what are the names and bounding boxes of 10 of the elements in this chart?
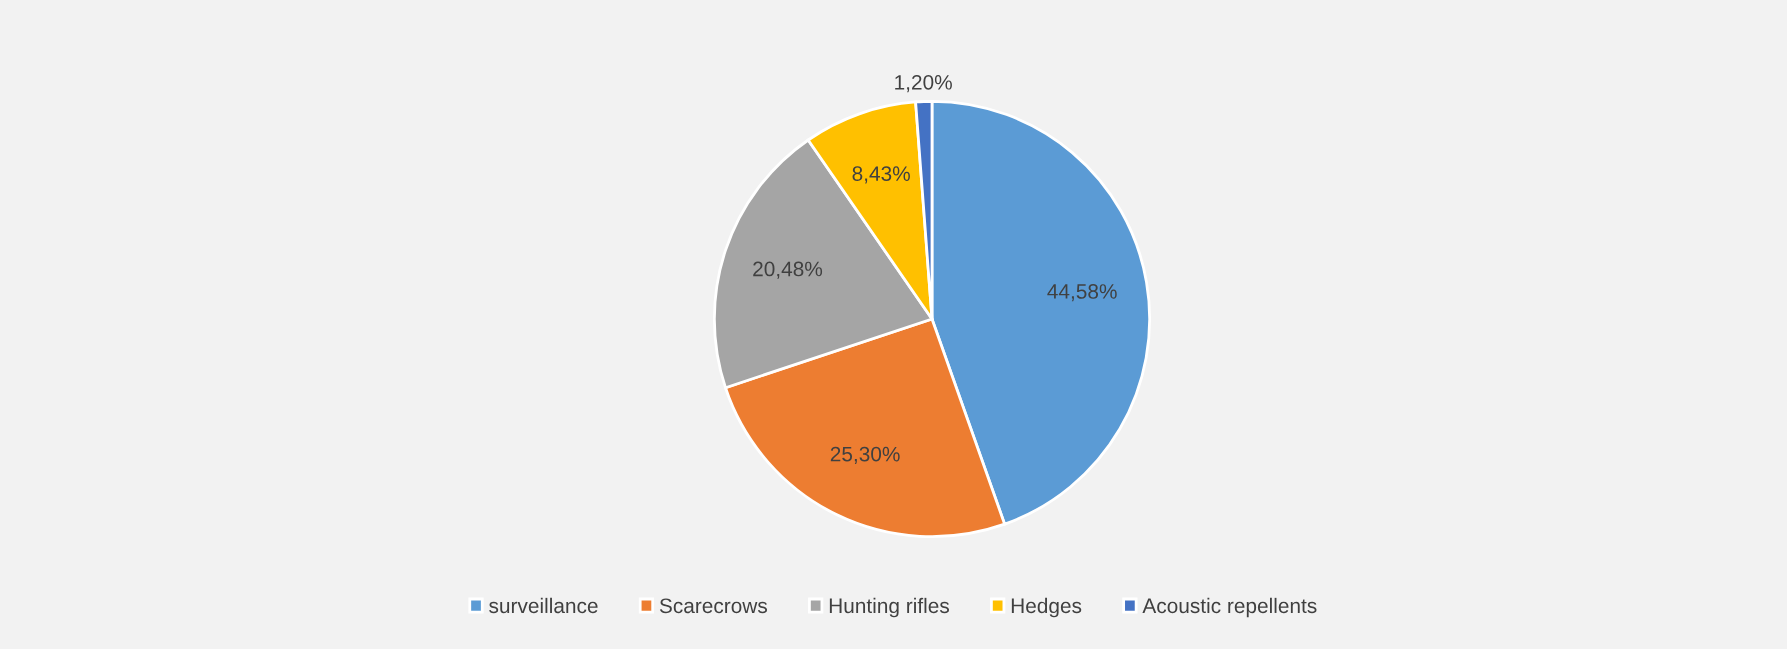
legend-label: Acoustic repellents (1142, 597, 1317, 618)
data-label: 25,30% (830, 446, 900, 464)
data-label: 8,43% (852, 166, 910, 184)
legend-label: Hedges (1011, 597, 1082, 618)
data-label: 20,48% (753, 261, 823, 279)
legend-label: Hunting rifles (829, 597, 949, 618)
legend-label: Scarecrows (659, 598, 768, 614)
legend-label: surveillance (489, 597, 598, 614)
data-label: 1,20% (895, 74, 952, 93)
data-label: 44,58% (1047, 284, 1117, 302)
